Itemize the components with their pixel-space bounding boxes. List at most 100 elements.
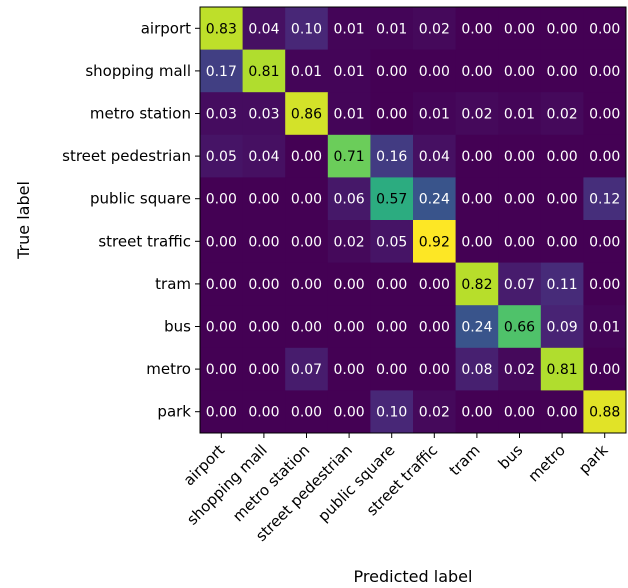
cell-value-label: 0.02 [504, 362, 535, 378]
heatmap-cell [455, 7, 499, 51]
heatmap-cell [583, 220, 627, 264]
heatmap-cell [370, 305, 414, 349]
cell-value-label: 0.01 [334, 64, 365, 80]
cell-value-label: 0.00 [291, 405, 322, 421]
x-tick-label: bus [495, 441, 527, 473]
cell-value-label: 0.00 [461, 192, 492, 208]
heatmap-cell [327, 390, 371, 434]
cell-value-label: 0.04 [248, 149, 279, 165]
cell-value-label: 0.00 [504, 405, 535, 421]
cell-value-label: 0.01 [504, 107, 535, 123]
heatmap-cell [583, 92, 627, 136]
cell-value-label: 0.00 [547, 149, 578, 165]
y-axis-ticks: airport shopping mall metro station street … [62, 19, 200, 421]
cell-value-label: 0.10 [291, 21, 322, 37]
heatmap-cell [583, 347, 627, 391]
cell-value-label: 0.00 [206, 320, 237, 336]
heatmap-cell [285, 177, 329, 221]
heatmap-cell [413, 49, 457, 93]
cell-value-label: 0.01 [334, 107, 365, 123]
cell-value-label: 0.88 [589, 405, 620, 421]
cell-value-label: 0.09 [547, 320, 578, 336]
cell-value-label: 0.00 [461, 234, 492, 250]
y-tick-label: metro [146, 360, 191, 378]
cell-value-label: 0.17 [206, 64, 237, 80]
y-tick-label: airport [141, 19, 191, 37]
cell-value-label: 0.07 [504, 277, 535, 293]
cell-value-label: 0.00 [589, 234, 620, 250]
heatmap-cell [327, 220, 371, 264]
x-tick-label: park [575, 441, 612, 478]
heatmap-cell [583, 49, 627, 93]
heatmap-cell [540, 7, 584, 51]
cell-value-label: 0.10 [376, 405, 407, 421]
cell-value-label: 0.00 [248, 192, 279, 208]
cell-value-label: 0.00 [504, 149, 535, 165]
cell-value-label: 0.04 [248, 21, 279, 37]
heatmap-cell [413, 305, 457, 349]
cell-value-label: 0.00 [206, 362, 237, 378]
x-tick-label: metro [525, 441, 569, 485]
heatmap-cell [370, 177, 414, 221]
heatmap-cell [242, 305, 286, 349]
heatmap-cell [540, 92, 584, 136]
cell-value-label: 0.00 [461, 149, 492, 165]
heatmap-cell [242, 92, 286, 136]
cell-value-label: 0.00 [376, 64, 407, 80]
heatmap-cell [455, 177, 499, 221]
heatmap-cell [413, 92, 457, 136]
heatmap-cell [413, 347, 457, 391]
cell-value-label: 0.00 [291, 320, 322, 336]
heatmap-cell [413, 262, 457, 306]
cell-value-label: 0.00 [419, 320, 450, 336]
heatmap-cell [370, 347, 414, 391]
heatmap-cell [498, 220, 542, 264]
heatmap-cell [455, 92, 499, 136]
heatmap-cell [285, 134, 329, 178]
heatmap-cell [455, 262, 499, 306]
cell-value-label: 0.00 [419, 277, 450, 293]
heatmap-cell [285, 305, 329, 349]
cell-value-label: 0.00 [248, 362, 279, 378]
cell-value-label: 0.00 [206, 234, 237, 250]
cell-value-label: 0.00 [291, 192, 322, 208]
cell-value-label: 0.00 [376, 107, 407, 123]
heatmap-cell [498, 305, 542, 349]
y-tick-label: street traffic [98, 232, 191, 250]
cell-value-label: 0.00 [419, 64, 450, 80]
cell-value-label: 0.02 [547, 107, 578, 123]
y-tick-label: street pedestrian [62, 147, 191, 165]
heatmap-cell [540, 49, 584, 93]
cell-value-label: 0.00 [504, 21, 535, 37]
y-tick-label: public square [90, 190, 191, 208]
cell-value-label: 0.00 [547, 21, 578, 37]
cell-value-label: 0.00 [547, 405, 578, 421]
heatmap-cell [498, 134, 542, 178]
cell-value-label: 0.24 [461, 320, 492, 336]
cell-value-label: 0.07 [291, 362, 322, 378]
heatmap-cell [540, 390, 584, 434]
heatmap-cell [455, 49, 499, 93]
heatmap-cell [327, 262, 371, 306]
y-axis-label: True label [14, 181, 33, 260]
heatmap-cell [540, 305, 584, 349]
cell-value-label: 0.00 [589, 277, 620, 293]
cell-value-label: 0.00 [461, 405, 492, 421]
cell-value-label: 0.00 [334, 405, 365, 421]
cell-value-labels: 0.83 0.04 0.10 0.01 0.01 0.02 0.00 0.00 0.00 0.00… [206, 21, 621, 420]
x-tick-label: tram [446, 441, 484, 479]
heatmap-cell [285, 390, 329, 434]
heatmap-cell [285, 347, 329, 391]
cell-value-label: 0.00 [547, 192, 578, 208]
plot-frame [199, 6, 627, 434]
cell-value-label: 0.83 [206, 21, 237, 37]
cell-value-label: 0.00 [248, 277, 279, 293]
heatmap-cell [200, 49, 244, 93]
heatmap-cell [242, 347, 286, 391]
y-tick-label: shopping mall [85, 62, 191, 80]
heatmap-cell [285, 7, 329, 51]
cell-value-label: 0.00 [376, 362, 407, 378]
cell-value-label: 0.02 [419, 21, 450, 37]
cell-value-label: 0.00 [248, 320, 279, 336]
